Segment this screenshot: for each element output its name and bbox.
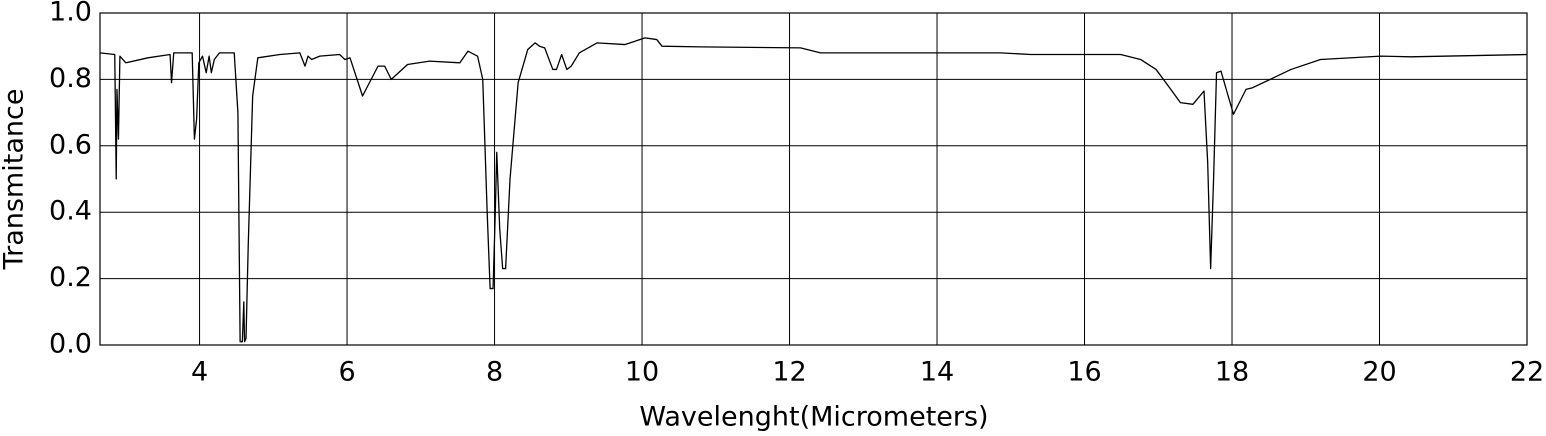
x-tick-label: 18 (1215, 357, 1249, 388)
x-tick-label: 14 (920, 357, 954, 388)
y-axis-label: Transmitance (0, 89, 30, 271)
x-tick-label: 8 (486, 357, 503, 388)
y-tick-label: 0.8 (49, 63, 92, 94)
x-tick-label: 4 (191, 357, 208, 388)
x-axis-label: Wavelenght(Micrometers) (639, 402, 988, 433)
y-tick-label: 0.0 (49, 329, 92, 360)
x-tick-label: 16 (1067, 357, 1101, 388)
x-tick-label: 6 (338, 357, 355, 388)
spectrum-line (99, 37, 1528, 343)
y-tick-label: 1.0 (49, 0, 92, 28)
plot-frame (99, 12, 1528, 346)
y-tick-label: 0.6 (49, 129, 92, 160)
x-tick-label: 10 (625, 357, 659, 388)
y-tick-label: 0.2 (49, 262, 92, 293)
y-tick-label: 0.4 (49, 196, 92, 227)
x-tick-label: 20 (1362, 357, 1396, 388)
x-tick-label: 12 (772, 357, 806, 388)
x-tick-label: 22 (1510, 357, 1544, 388)
